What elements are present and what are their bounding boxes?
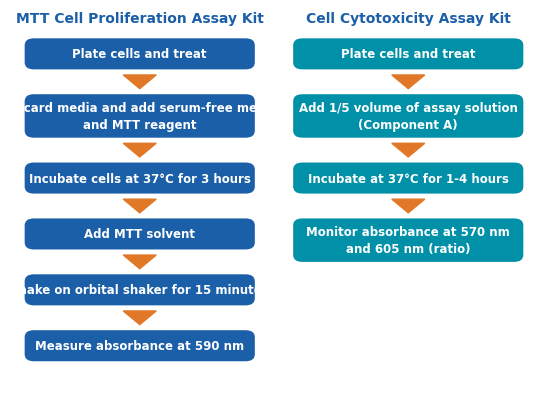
FancyBboxPatch shape [25, 330, 255, 361]
Polygon shape [392, 144, 425, 157]
Text: Discard media and add serum-free media
and MTT reagent: Discard media and add serum-free media a… [3, 102, 277, 132]
Text: Plate cells and treat: Plate cells and treat [72, 48, 207, 61]
Text: Add MTT solvent: Add MTT solvent [84, 228, 195, 241]
Polygon shape [392, 200, 425, 214]
Polygon shape [123, 200, 156, 214]
Text: Cell Cytotoxicity Assay Kit: Cell Cytotoxicity Assay Kit [306, 12, 511, 26]
Polygon shape [123, 76, 156, 89]
Polygon shape [123, 311, 156, 325]
Text: Incubate cells at 37°C for 3 hours: Incubate cells at 37°C for 3 hours [29, 172, 250, 185]
FancyBboxPatch shape [25, 39, 255, 70]
FancyBboxPatch shape [25, 275, 255, 306]
Text: Plate cells and treat: Plate cells and treat [341, 48, 476, 61]
Text: Measure absorbance at 590 nm: Measure absorbance at 590 nm [35, 339, 244, 352]
Text: Incubate at 37°C for 1-4 hours: Incubate at 37°C for 1-4 hours [308, 172, 509, 185]
Text: Shake on orbital shaker for 15 minutes: Shake on orbital shaker for 15 minutes [10, 284, 269, 297]
FancyBboxPatch shape [293, 163, 523, 194]
FancyBboxPatch shape [25, 219, 255, 250]
Text: Monitor absorbance at 570 nm
and 605 nm (ratio): Monitor absorbance at 570 nm and 605 nm … [306, 225, 510, 256]
Text: MTT Cell Proliferation Assay Kit: MTT Cell Proliferation Assay Kit [16, 12, 264, 26]
FancyBboxPatch shape [25, 95, 255, 138]
FancyBboxPatch shape [293, 95, 523, 138]
FancyBboxPatch shape [25, 163, 255, 194]
FancyBboxPatch shape [293, 39, 523, 70]
Polygon shape [123, 144, 156, 157]
Text: Add 1/5 volume of assay solution
(Component A): Add 1/5 volume of assay solution (Compon… [299, 102, 518, 132]
FancyBboxPatch shape [293, 219, 523, 262]
Polygon shape [123, 255, 156, 269]
Polygon shape [392, 76, 425, 89]
